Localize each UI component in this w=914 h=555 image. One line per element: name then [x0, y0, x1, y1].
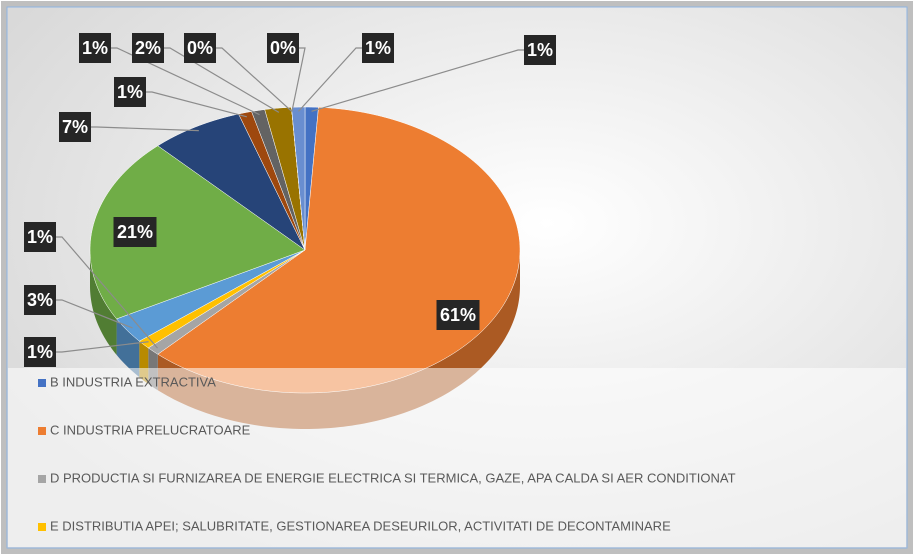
data-label: 1% [27, 227, 53, 247]
data-label-box [24, 285, 56, 315]
pie-slice [157, 113, 306, 251]
legend-label: D PRODUCTIA SI FURNIZAREA DE ENERGIE ELE… [50, 470, 736, 485]
pie-side [116, 318, 140, 378]
legend-swatch [38, 379, 46, 387]
legend: B INDUSTRIA EXTRACTIVA C INDUSTRIA PRELUC… [38, 374, 736, 533]
data-label-box [113, 217, 157, 247]
data-label-box [79, 33, 111, 63]
data-label: 3% [27, 290, 53, 310]
pie-slice [264, 107, 306, 251]
legend-swatch [38, 523, 46, 531]
data-label-box [114, 77, 146, 107]
data-label-box [24, 222, 56, 252]
legend-label: C INDUSTRIA PRELUCRATOARE [50, 422, 251, 437]
data-label: 21% [117, 222, 153, 242]
data-label: 0% [270, 38, 296, 58]
data-label-box [59, 112, 91, 142]
data-label-box [436, 300, 480, 330]
pie-slice [89, 145, 306, 320]
legend-swatch [38, 475, 46, 483]
data-label-box [362, 33, 394, 63]
pie-side [90, 250, 117, 355]
legend-label: B INDUSTRIA EXTRACTIVA [50, 374, 216, 389]
data-label: 1% [117, 82, 143, 102]
data-label-box [24, 337, 56, 367]
data-label-box [132, 33, 164, 63]
data-label-box [267, 33, 299, 63]
data-label: 2% [135, 38, 161, 58]
data-label: 7% [62, 117, 88, 137]
labels: 1% 61% 1% 1% 3% 21% 7% 1% 1% 2% 0% 0% 1% [24, 33, 556, 367]
pie-slice [116, 249, 306, 342]
legend-label: E DISTRIBUTIA APEI; SALUBRITATE, GESTION… [50, 518, 671, 533]
pie-slice [291, 106, 306, 251]
pie [89, 106, 521, 429]
data-label: 1% [82, 38, 108, 58]
data-label: 1% [365, 38, 391, 58]
data-label: 0% [187, 38, 213, 58]
legend-box [8, 368, 906, 547]
legend-swatch [38, 427, 46, 435]
data-label-box [184, 33, 216, 63]
data-label: 1% [27, 342, 53, 362]
data-label: 1% [527, 40, 553, 60]
data-label: 61% [440, 305, 476, 325]
data-label-box [524, 35, 556, 65]
